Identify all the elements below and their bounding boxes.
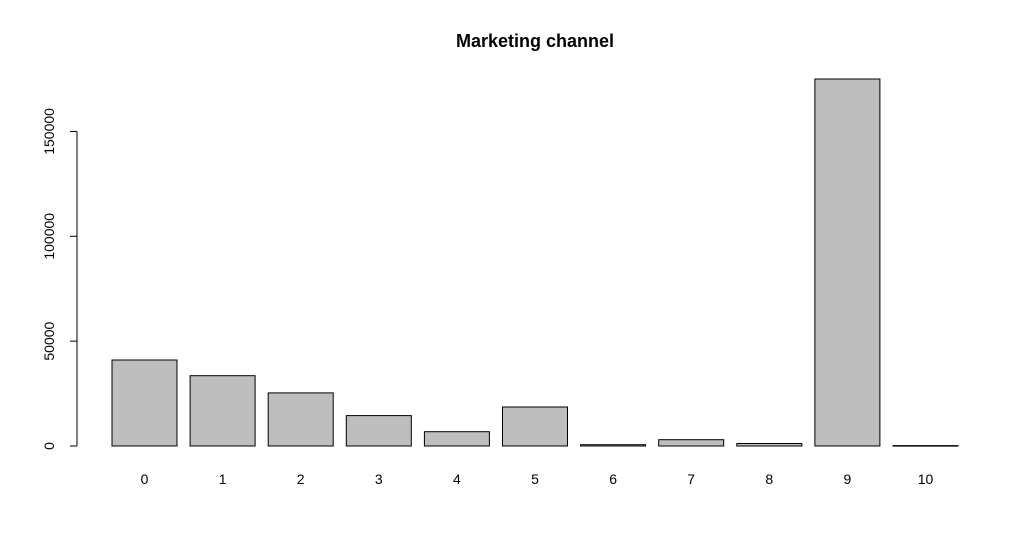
- y-tick-label: 50000: [41, 321, 57, 360]
- bar-2: [267, 392, 334, 447]
- x-tick-label-2: 2: [297, 471, 305, 487]
- x-tick-label-9: 9: [844, 471, 852, 487]
- x-tick-labels: 0 1 2 3 4 5 6 7 8 9 10: [141, 471, 934, 487]
- bar-0: [111, 359, 178, 447]
- x-tick-label-7: 7: [687, 471, 695, 487]
- x-tick-label-1: 1: [219, 471, 227, 487]
- bar-10: [892, 445, 959, 447]
- bar-1: [189, 375, 256, 447]
- x-tick-label-4: 4: [453, 471, 461, 487]
- y-tick-label: 0: [41, 442, 57, 450]
- bar-6: [580, 444, 647, 447]
- bar-9: [814, 78, 881, 447]
- bar-4: [423, 431, 490, 447]
- x-tick-label-8: 8: [765, 471, 773, 487]
- x-tick-label-6: 6: [609, 471, 617, 487]
- x-tick-label-10: 10: [918, 471, 934, 487]
- y-tick-label: 100000: [41, 213, 57, 260]
- y-tick-label: 150000: [41, 108, 57, 155]
- x-tick-label-5: 5: [531, 471, 539, 487]
- y-axis: 0 50000 100000 150000: [41, 108, 78, 450]
- bar-5: [502, 406, 568, 447]
- chart-title: Marketing channel: [456, 31, 614, 51]
- x-tick-label-0: 0: [141, 471, 149, 487]
- bar-7: [658, 439, 725, 447]
- bar-8: [736, 443, 803, 447]
- bars-group: [111, 78, 959, 447]
- bar-3: [345, 415, 412, 447]
- x-tick-label-3: 3: [375, 471, 383, 487]
